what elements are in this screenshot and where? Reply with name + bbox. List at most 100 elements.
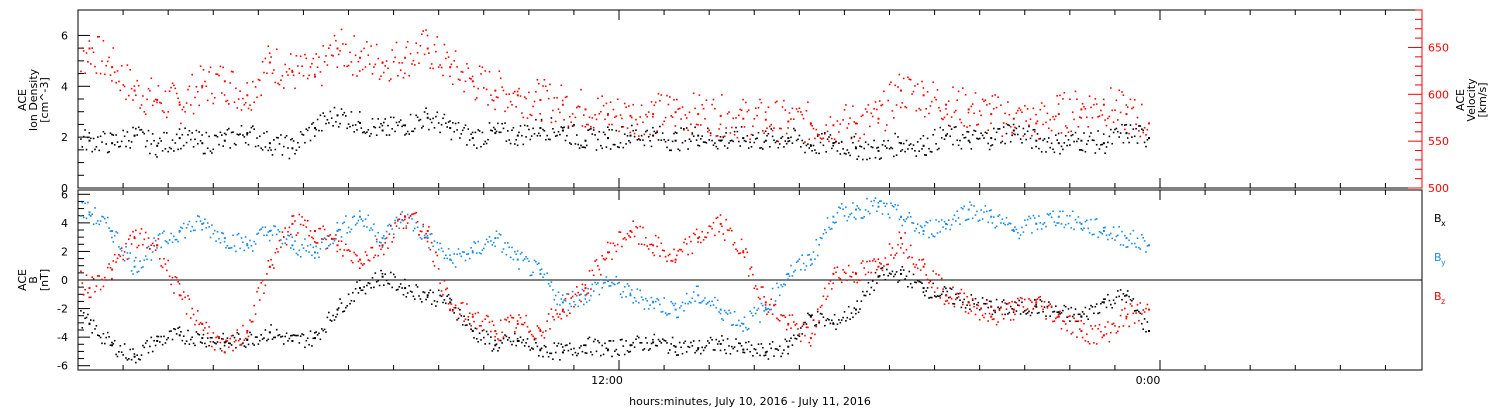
bottom-left-tick-label: -4 [57, 331, 68, 344]
bz-point [1073, 317, 1075, 320]
by-point [921, 226, 923, 229]
by-point [353, 215, 355, 217]
bx-point [802, 323, 805, 326]
by-point [246, 244, 249, 247]
velocity-point [301, 65, 303, 67]
velocity-point [829, 116, 832, 118]
by-point [970, 204, 973, 206]
ion-density-point [1035, 145, 1037, 148]
ion-density-point [222, 145, 224, 147]
bz-point [129, 234, 131, 237]
velocity-point [945, 103, 948, 106]
ion-density-point [609, 148, 612, 150]
by-point [318, 256, 320, 259]
ion-density-point [499, 131, 502, 134]
ion-density-point [735, 126, 737, 129]
bx-point [884, 278, 887, 281]
bx-point [842, 316, 844, 319]
velocity-point [416, 51, 419, 54]
by-point [857, 207, 860, 209]
ion-density-point [771, 135, 774, 138]
by-point [612, 282, 615, 285]
ion-density-point [139, 129, 141, 131]
bx-point [337, 307, 340, 309]
by-point [576, 294, 578, 297]
bx-point [604, 342, 606, 345]
bx-point [666, 342, 668, 344]
by-point [978, 219, 981, 222]
velocity-point [452, 83, 454, 86]
bz-point [98, 275, 100, 277]
bz-point [835, 271, 837, 274]
bx-point [292, 334, 295, 336]
ion-density-point [536, 134, 539, 137]
velocity-point [1125, 104, 1128, 106]
velocity-point [422, 30, 424, 32]
velocity-point [704, 118, 706, 120]
velocity-point [425, 29, 427, 31]
bz-point [621, 245, 623, 248]
velocity-point [947, 100, 950, 102]
bz-point [190, 317, 192, 319]
bx-point [1115, 296, 1118, 298]
bx-point [739, 342, 741, 345]
by-point [532, 271, 534, 274]
bz-point [130, 243, 133, 245]
by-point [824, 229, 826, 231]
bz-point [563, 311, 565, 313]
bx-point [230, 344, 233, 346]
ion-density-point [268, 146, 271, 149]
velocity-point [478, 65, 481, 67]
bx-point [387, 282, 389, 285]
velocity-point [306, 77, 309, 80]
by-point [1045, 225, 1047, 228]
bz-point [339, 248, 341, 251]
bz-point [349, 250, 351, 252]
velocity-point [1148, 122, 1150, 125]
bz-point [102, 285, 105, 288]
ion-density-point [832, 145, 834, 147]
bz-point [766, 313, 768, 316]
bz-point [1007, 303, 1009, 305]
bz-point [242, 324, 244, 327]
by-point [1093, 233, 1095, 236]
bx-point [356, 281, 358, 283]
ion-density-point [295, 149, 298, 151]
by-point [426, 237, 429, 240]
bx-point [674, 351, 677, 353]
ion-density-point [576, 134, 578, 136]
ion-density-point [946, 133, 949, 135]
velocity-point [681, 106, 684, 108]
ion-density-point [552, 128, 554, 130]
velocity-point [128, 94, 130, 97]
bz-point [725, 218, 727, 221]
by-point [852, 202, 854, 204]
bz-point [588, 270, 591, 272]
velocity-point [922, 87, 925, 89]
ion-density-point [205, 131, 208, 134]
ion-density-point [1090, 132, 1092, 134]
by-point [1121, 230, 1123, 233]
by-point [764, 308, 767, 311]
ion-density-point [856, 158, 858, 160]
bz-point [406, 222, 409, 224]
velocity-point [515, 106, 517, 108]
ion-density-point [252, 125, 254, 127]
bz-point [1057, 315, 1060, 318]
velocity-point [201, 86, 203, 89]
bz-point [246, 330, 249, 332]
bx-point [736, 350, 739, 352]
ion-density-point [838, 142, 840, 144]
ion-density-point [1042, 139, 1044, 142]
ion-density-point [571, 125, 574, 127]
bx-point [309, 330, 312, 332]
velocity-point [375, 43, 378, 46]
by-point [425, 236, 427, 239]
ion-density-point [712, 144, 715, 146]
bz-point [308, 234, 310, 237]
by-point [1133, 242, 1136, 245]
bz-point [452, 310, 454, 312]
bx-point [853, 307, 856, 309]
ion-density-point [869, 157, 871, 160]
velocity-point [839, 123, 842, 125]
